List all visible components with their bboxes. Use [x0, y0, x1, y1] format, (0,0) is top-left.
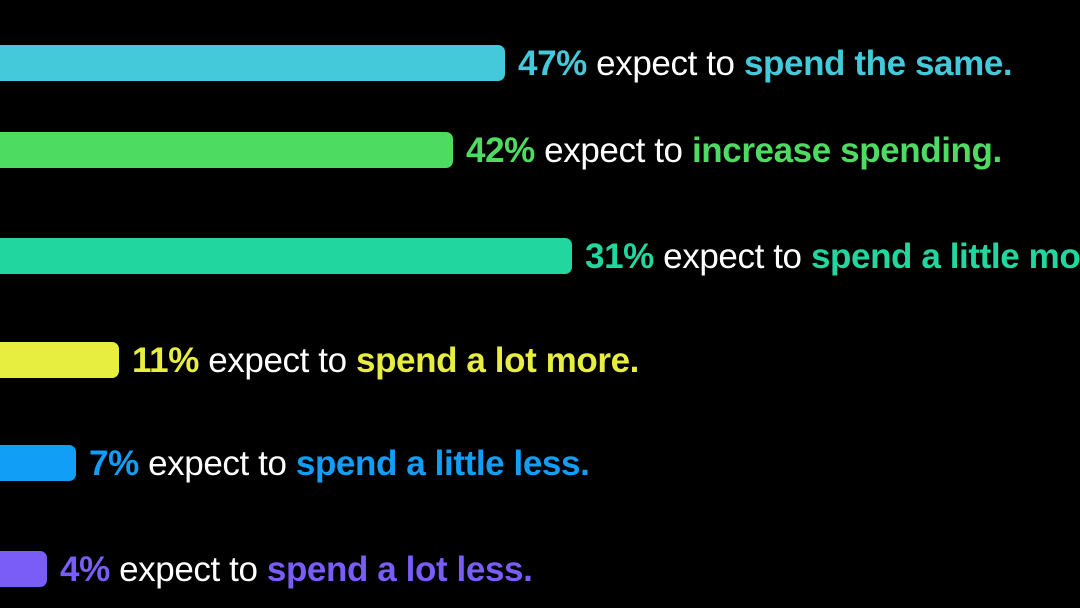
bar-percent-value: 7% [89, 443, 139, 483]
bar-label-spend-a-little-less: 7% expect to spend a little less. [89, 443, 590, 483]
bar-connector-text: expect to [653, 236, 811, 276]
bar-connector-text: expect to [534, 130, 692, 170]
bar-phrase-text: spend a lot less. [266, 549, 533, 589]
bar-label-spend-the-same: 47% expect to spend the same. [518, 43, 1013, 83]
bar-row: 11% expect to spend a lot more. [0, 342, 639, 378]
bar-fill-spend-a-little-more [0, 238, 572, 274]
bar-fill-spend-a-little-less [0, 445, 76, 481]
bar-row: 42% expect to increase spending. [0, 132, 1002, 168]
bar-row: 7% expect to spend a little less. [0, 443, 590, 483]
bar-row: 31% expect to spend a little more. [0, 238, 1080, 274]
bar-phrase-text: increase spending. [691, 130, 1002, 170]
bar-label-increase-spending: 42% expect to increase spending. [466, 133, 1002, 168]
bar-connector-text: expect to [138, 443, 296, 483]
bar-percent-value: 4% [60, 549, 110, 589]
bar-fill-spend-the-same [0, 45, 505, 81]
bar-connector-text: expect to [198, 340, 357, 380]
bar-phrase-text: spend a little less. [295, 443, 590, 483]
bar-percent-value: 31% [585, 236, 654, 276]
bar-label-spend-a-little-more: 31% expect to spend a little more. [585, 239, 1080, 274]
bar-percent-value: 42% [466, 130, 535, 170]
bar-fill-spend-a-lot-more [0, 342, 119, 378]
bar-percent-value: 47% [518, 43, 587, 83]
bar-connector-text: expect to [109, 549, 267, 589]
bar-connector-text: expect to [586, 43, 744, 83]
bar-row: 4% expect to spend a lot less. [0, 549, 533, 589]
bar-fill-spend-a-lot-less [0, 551, 47, 587]
bar-label-spend-a-lot-less: 4% expect to spend a lot less. [60, 549, 533, 589]
bar-phrase-text: spend the same. [743, 43, 1013, 83]
bar-phrase-text: spend a lot more. [356, 340, 639, 380]
bar-label-spend-a-lot-more: 11% expect to spend a lot more. [132, 343, 639, 378]
bar-phrase-text: spend a little more. [810, 236, 1080, 276]
bar-fill-increase-spending [0, 132, 453, 168]
bar-percent-value: 11% [132, 340, 199, 380]
bar-row: 47% expect to spend the same. [0, 43, 1013, 83]
